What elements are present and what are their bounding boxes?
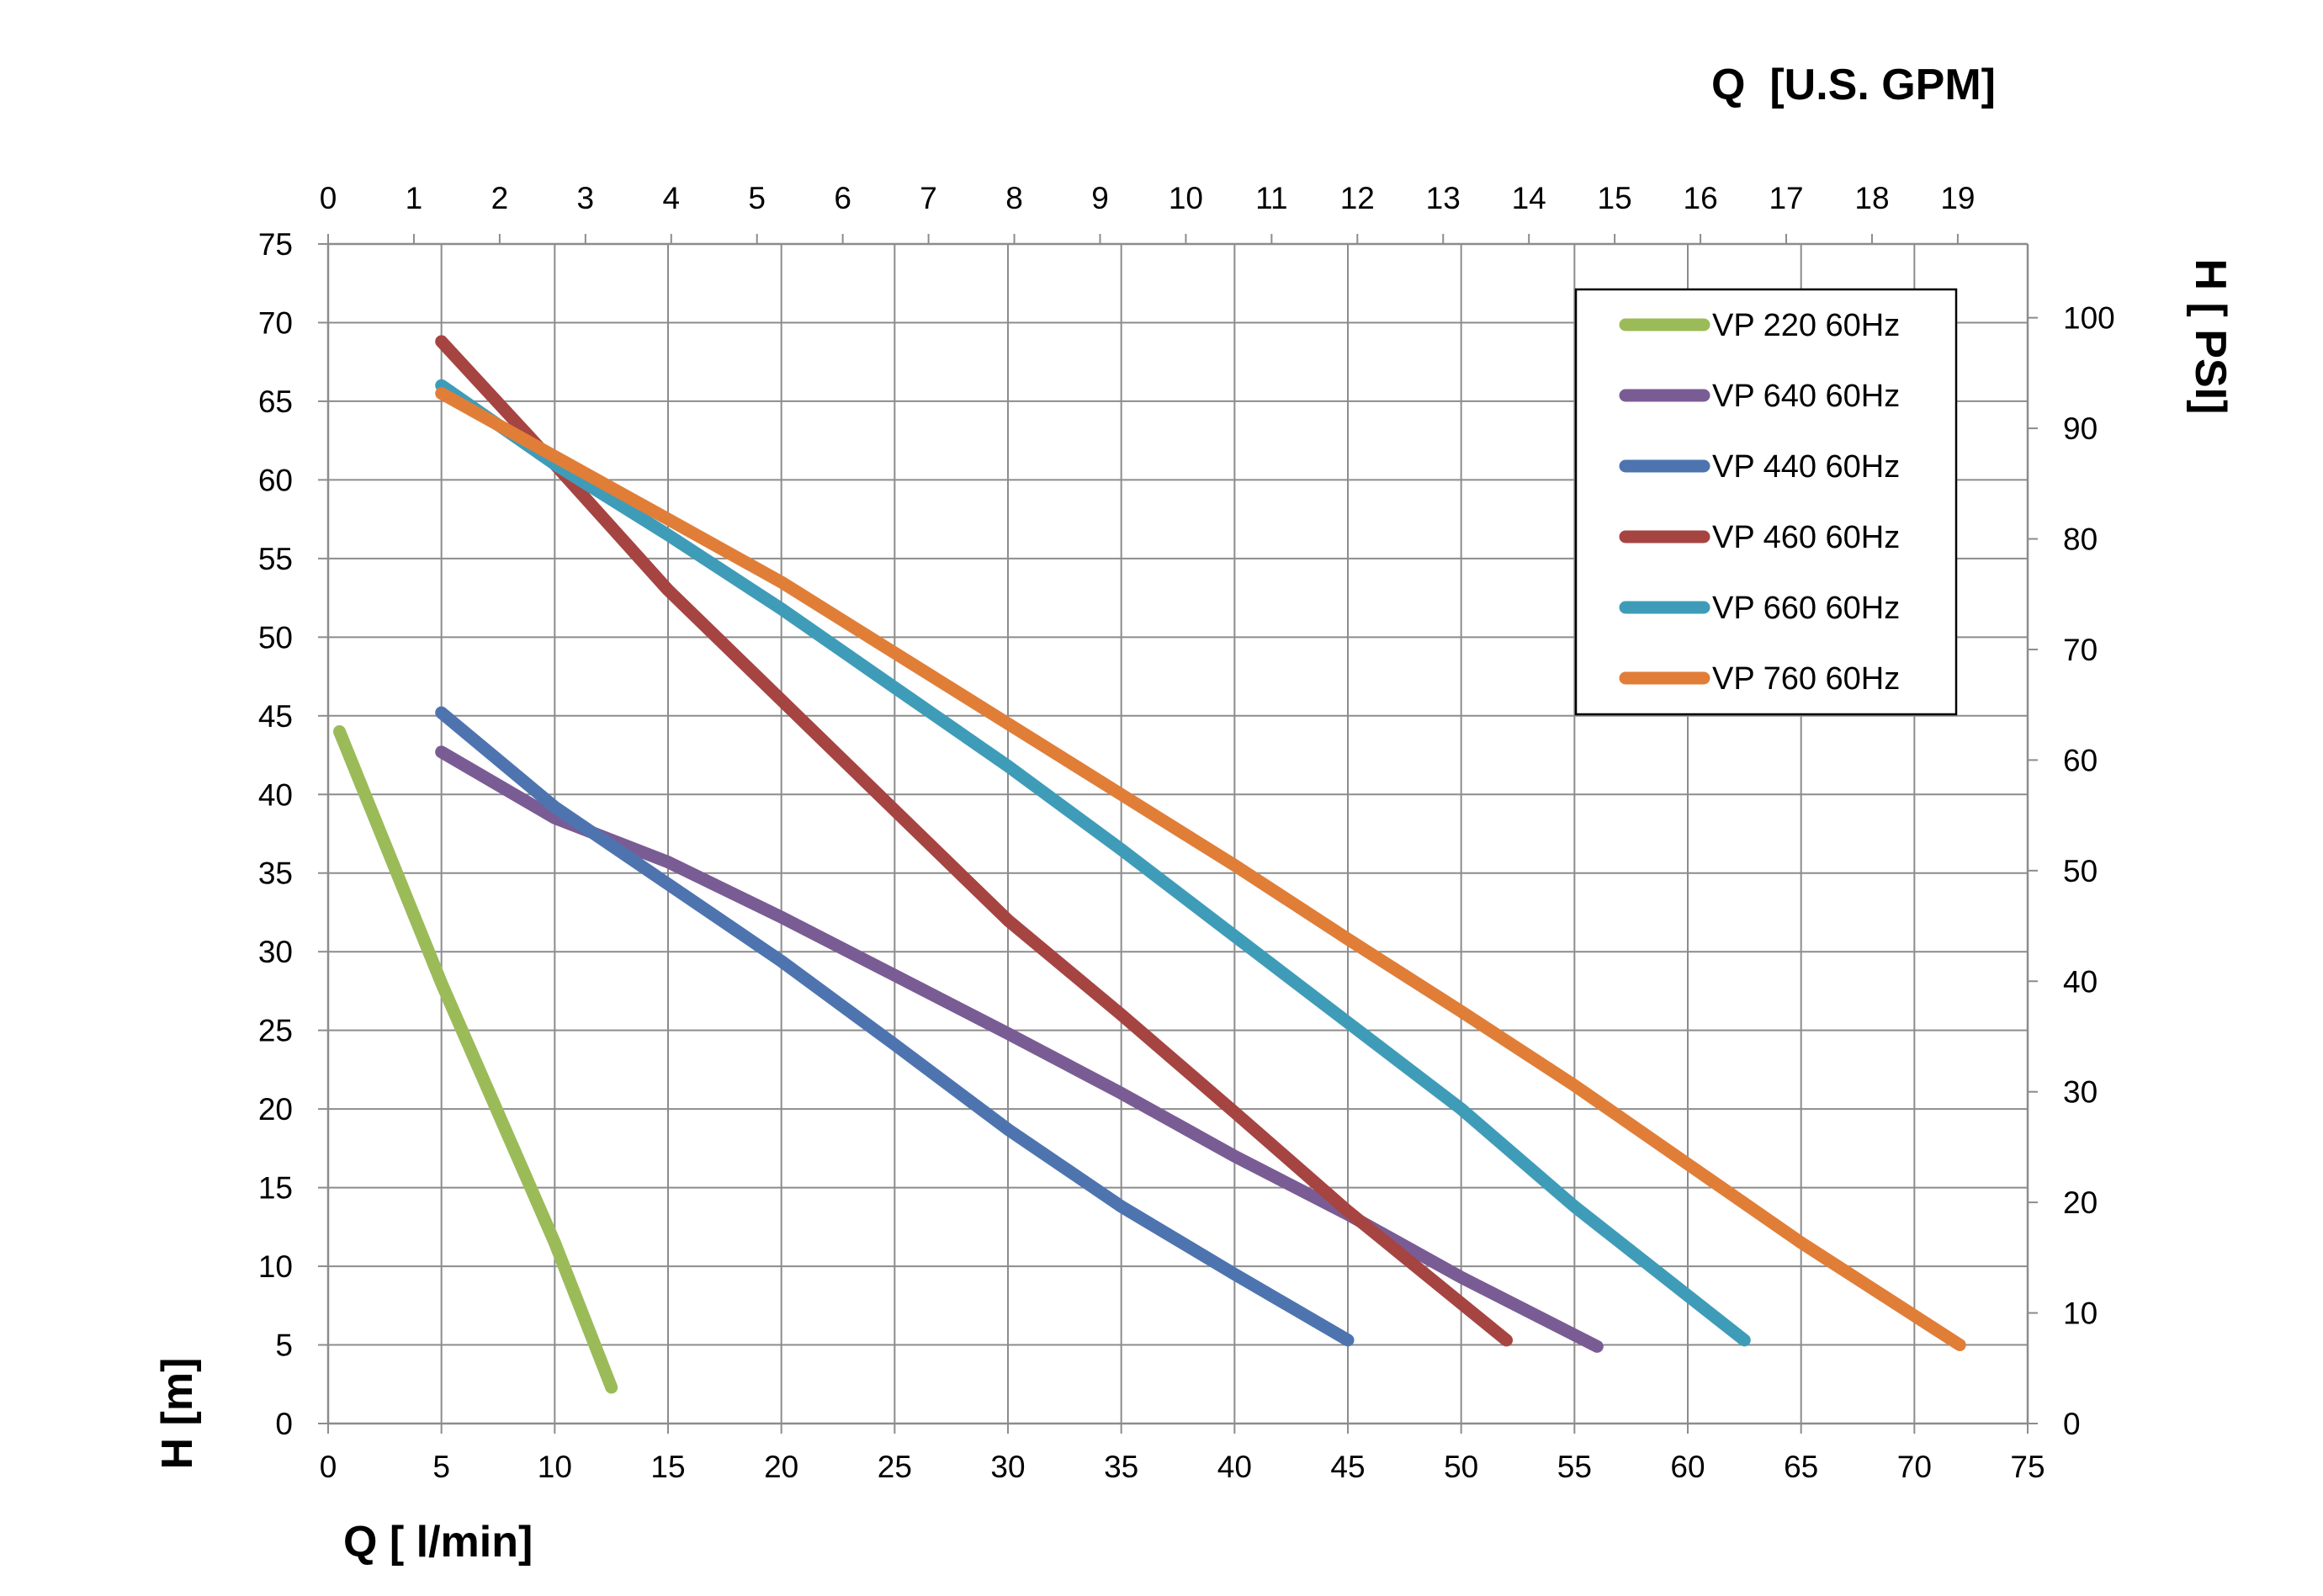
y-tick-label: 45: [258, 699, 293, 734]
axes: [318, 234, 2038, 1434]
series-line-vp-660-60hz: [435, 379, 1751, 1347]
x2-tick-label: 2: [491, 181, 509, 215]
tick-labels: 0 5 10 15 20 25 30 35 40 45 50 55 60 65 70 750510152025…: [258, 181, 2115, 1484]
x2-tick-label: 4: [662, 181, 680, 215]
x2-tick-label: 17: [1769, 181, 1803, 215]
x-tick-label: 55: [1557, 1450, 1592, 1484]
legend-label: VP 220 60Hz: [1712, 308, 1900, 343]
x2-tick-label: 3: [577, 181, 595, 215]
x-tick-label: 50: [1444, 1450, 1478, 1484]
x2-tick-label: 6: [834, 181, 851, 215]
legend-box: [1574, 288, 1958, 716]
series-layer: [333, 335, 1966, 1394]
y-tick-label: 35: [258, 856, 293, 891]
x2-axis-title: Q [U.S. GPM]: [1711, 61, 1996, 109]
x2-tick-label: 0: [320, 181, 337, 215]
x2-tick-label: 14: [1512, 181, 1546, 215]
y-tick-label: 65: [258, 384, 293, 419]
x-tick-label: 30: [990, 1450, 1025, 1484]
series-line-vp-760-60hz: [435, 387, 1966, 1351]
legend-label: VP 460 60Hz: [1712, 520, 1900, 555]
y-tick-label: 60: [258, 463, 293, 497]
y-tick-label: 70: [258, 305, 293, 340]
y-tick-label: 0: [275, 1407, 293, 1441]
y2-tick-label: 50: [2063, 854, 2098, 888]
x2-tick-label: 8: [1005, 181, 1023, 215]
x-tick-label: 45: [1330, 1450, 1365, 1484]
y-tick-label: 15: [258, 1171, 293, 1206]
y-tick-label: 40: [258, 777, 293, 812]
y2-tick-label: 60: [2063, 743, 2098, 777]
y-tick-label: 10: [258, 1249, 293, 1284]
series-line-vp-440-60hz: [435, 706, 1355, 1347]
y-tick-label: 50: [258, 620, 293, 655]
x2-tick-label: 9: [1091, 181, 1109, 215]
y2-axis-title: H [ PSI]: [2186, 259, 2235, 415]
x2-tick-label: 19: [1940, 181, 1975, 215]
legend: VP 220 60Hz VP 640 60Hz VP 440 60Hz VP 460 …: [1574, 288, 1958, 716]
y2-tick-label: 90: [2063, 411, 2098, 446]
x2-tick-label: 12: [1340, 181, 1375, 215]
y-tick-label: 20: [258, 1092, 293, 1127]
y2-tick-label: 100: [2063, 301, 2115, 336]
x-tick-label: 5: [432, 1450, 450, 1484]
x-tick-label: 40: [1217, 1450, 1252, 1484]
y2-tick-label: 0: [2063, 1407, 2081, 1441]
series-line-vp-220-60hz: [333, 725, 618, 1394]
y2-tick-label: 70: [2063, 633, 2098, 667]
x-tick-label: 75: [2010, 1450, 2045, 1484]
x2-tick-label: 1: [406, 181, 423, 215]
y2-tick-label: 30: [2063, 1075, 2098, 1110]
y-tick-label: 75: [258, 227, 293, 262]
y-tick-label: 55: [258, 542, 293, 576]
x2-tick-label: 11: [1255, 181, 1287, 215]
x2-tick-label: 10: [1169, 181, 1203, 215]
x2-tick-label: 5: [748, 181, 766, 215]
x2-tick-label: 16: [1684, 181, 1718, 215]
y-tick-label: 30: [258, 935, 293, 969]
legend-label: VP 660 60Hz: [1712, 591, 1900, 626]
x-tick-label: 0: [320, 1450, 337, 1484]
x-tick-label: 10: [538, 1450, 572, 1484]
x-tick-label: 60: [1670, 1450, 1705, 1484]
y-tick-label: 25: [258, 1014, 293, 1048]
x2-tick-label: 18: [1854, 181, 1889, 215]
series-line-vp-460-60hz: [435, 335, 1513, 1347]
y-axis-title: H [m]: [153, 1358, 202, 1470]
legend-label: VP 440 60Hz: [1712, 449, 1900, 485]
x2-tick-label: 13: [1426, 181, 1461, 215]
x-tick-label: 20: [764, 1450, 798, 1484]
x-tick-label: 70: [1897, 1450, 1932, 1484]
x2-tick-label: 7: [920, 181, 937, 215]
legend-label: VP 760 60Hz: [1712, 661, 1900, 697]
legend-label: VP 640 60Hz: [1712, 379, 1900, 414]
x-axis-title: Q [ l/min]: [343, 1518, 533, 1567]
x-tick-label: 35: [1104, 1450, 1138, 1484]
x-tick-label: 15: [650, 1450, 685, 1484]
y2-tick-label: 80: [2063, 522, 2098, 557]
y2-tick-label: 40: [2063, 964, 2098, 999]
y2-tick-label: 20: [2063, 1185, 2098, 1220]
x-tick-label: 25: [878, 1450, 912, 1484]
y2-tick-label: 10: [2063, 1296, 2098, 1331]
x2-tick-label: 15: [1598, 181, 1632, 215]
y-tick-label: 5: [275, 1328, 293, 1363]
x-tick-label: 65: [1784, 1450, 1818, 1484]
